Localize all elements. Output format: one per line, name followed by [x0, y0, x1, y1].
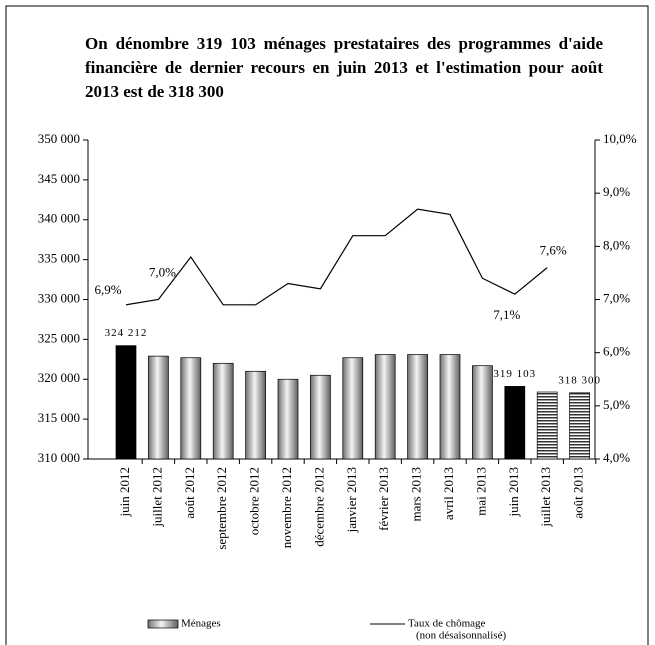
y-tick-label: 350 000 [38, 131, 80, 146]
bar [374, 354, 396, 460]
y-tick-label: 320 000 [38, 370, 80, 385]
x-tick-label: décembre 2012 [311, 467, 326, 547]
y2-tick-label: 10,0% [603, 131, 637, 146]
legend-note: (non désaisonnalisé) [416, 630, 506, 642]
x-tick-label: mars 2013 [409, 467, 424, 522]
y-tick-label: 310 000 [38, 450, 80, 465]
legend-label: Taux de chômage [408, 618, 486, 630]
legend-label: Ménages [181, 618, 221, 630]
bar [212, 362, 234, 460]
x-tick-label: juillet 2013 [538, 467, 553, 528]
value-label: 6,9% [94, 282, 121, 297]
x-tick-label: octobre 2012 [247, 467, 262, 535]
y2-tick-label: 8,0% [603, 237, 630, 252]
chart-title: On dénombre 319 103 ménages prestataires… [85, 34, 603, 101]
bar [245, 370, 266, 460]
x-tick-label: janvier 2013 [344, 467, 359, 533]
bar [407, 354, 428, 460]
bar [277, 378, 299, 460]
y-tick-label: 340 000 [38, 211, 80, 226]
x-tick-label: juin 2013 [506, 467, 521, 517]
x-tick-label: août 2013 [571, 467, 586, 519]
y2-tick-label: 5,0% [603, 397, 630, 412]
x-tick-label: juin 2012 [117, 467, 132, 517]
y2-tick-label: 4,0% [603, 450, 630, 465]
value-label: 324 212 [105, 327, 148, 339]
y-tick-label: 335 000 [38, 251, 80, 266]
x-tick-label: août 2012 [182, 467, 197, 519]
frame [5, 5, 649, 645]
x-tick-label: mai 2013 [473, 467, 488, 516]
y-tick-label: 330 000 [38, 290, 80, 305]
bar [115, 345, 137, 460]
bar [180, 357, 202, 460]
line [125, 208, 548, 306]
y-tick-label: 345 000 [38, 171, 80, 186]
x-tick-label: février 2013 [376, 467, 391, 531]
bar [439, 354, 461, 460]
y2-tick-label: 6,0% [603, 344, 630, 359]
value-label: 318 300 [558, 374, 601, 386]
y2-tick-label: 9,0% [603, 184, 630, 199]
bar [342, 357, 364, 460]
x-tick-label: septembre 2012 [214, 467, 229, 550]
bar [148, 355, 169, 460]
value-label: 319 103 [493, 368, 536, 380]
value-label: 7,0% [149, 264, 176, 279]
legend-swatch [147, 619, 179, 629]
bar [504, 386, 526, 460]
bar [536, 391, 558, 460]
x-tick-label: juillet 2012 [149, 467, 164, 528]
y2-tick-label: 7,0% [603, 290, 630, 305]
bar [310, 374, 331, 460]
y-tick-label: 325 000 [38, 330, 80, 345]
x-tick-label: avril 2013 [441, 467, 456, 520]
value-label: 7,6% [540, 243, 567, 258]
x-tick-label: novembre 2012 [279, 467, 294, 548]
bar [472, 365, 493, 460]
y-tick-label: 315 000 [38, 410, 80, 425]
bar [569, 392, 590, 460]
value-label: 7,1% [493, 307, 520, 322]
